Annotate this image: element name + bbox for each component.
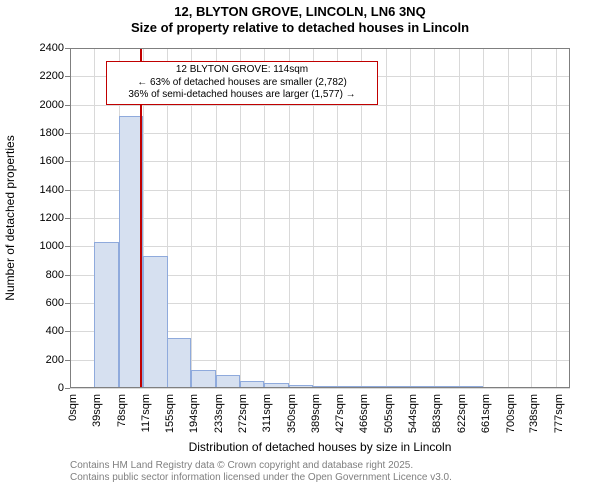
chart-container: 12, BLYTON GROVE, LINCOLN, LN6 3NQ Size … [0,0,600,500]
y-tick-label: 2000 [40,99,70,111]
footer-line-1: Contains HM Land Registry data © Crown c… [70,460,452,472]
annotation-box: 12 BLYTON GROVE: 114sqm← 63% of detached… [106,61,378,105]
y-tick-label: 2200 [40,70,70,82]
x-tick-label: 466sqm [358,388,370,433]
gridline-h [70,161,570,162]
gridline-v [556,48,557,388]
x-axis-title: Distribution of detached houses by size … [70,440,570,454]
footer-line-2: Contains public sector information licen… [70,472,452,484]
y-tick-label: 400 [46,325,70,337]
x-tick-label: 583sqm [431,388,443,433]
y-tick-label: 600 [46,297,70,309]
x-tick-label: 117sqm [140,388,152,432]
x-tick-label: 311sqm [261,388,273,432]
gridline-v [483,48,484,388]
annotation-line2: ← 63% of detached houses are smaller (2,… [113,77,371,90]
x-axis-line [70,387,570,388]
y-tick-label: 800 [46,269,70,281]
title-line-2: Size of property relative to detached ho… [0,20,600,36]
x-tick-label: 622sqm [456,388,468,433]
x-tick-label: 233sqm [213,388,225,433]
x-tick-label: 350sqm [286,388,298,433]
x-tick-label: 39sqm [91,388,103,427]
x-tick-label: 738sqm [528,388,540,433]
top-axis-line [70,48,570,49]
x-tick-label: 194sqm [188,388,200,433]
x-tick-label: 0sqm [67,388,79,421]
x-tick-label: 389sqm [310,388,322,433]
gridline-v [434,48,435,388]
histogram-bar [191,370,215,388]
title-line-1: 12, BLYTON GROVE, LINCOLN, LN6 3NQ [0,4,600,20]
y-tick-label: 1800 [40,127,70,139]
x-tick-label: 700sqm [505,388,517,433]
x-tick-label: 661sqm [480,388,492,433]
y-tick-label: 200 [46,354,70,366]
gridline-v [508,48,509,388]
plot-area: 0200400600800100012001400160018002000220… [70,48,570,388]
y-axis-line [70,48,71,388]
footer-attribution: Contains HM Land Registry data © Crown c… [70,460,452,484]
gridline-h [70,133,570,134]
title-block: 12, BLYTON GROVE, LINCOLN, LN6 3NQ Size … [0,0,600,37]
y-tick-label: 1200 [40,212,70,224]
y-tick-label: 1400 [40,184,70,196]
gridline-v [459,48,460,388]
x-tick-label: 272sqm [237,388,249,433]
gridline-h [70,190,570,191]
x-tick-label: 777sqm [553,388,565,433]
gridline-v [531,48,532,388]
y-tick-label: 2400 [40,42,70,54]
x-tick-label: 155sqm [164,388,176,433]
y-tick-label: 1000 [40,240,70,252]
histogram-bar [167,338,191,388]
histogram-bar [94,242,118,388]
gridline-v [410,48,411,388]
y-axis-title: Number of detached properties [3,135,17,300]
y-tick-label: 1600 [40,155,70,167]
x-tick-label: 544sqm [407,388,419,433]
right-axis-line [569,48,570,388]
histogram-bar [143,256,167,388]
x-tick-label: 78sqm [116,388,128,427]
annotation-line3: 36% of semi-detached houses are larger (… [113,89,371,102]
annotation-line1: 12 BLYTON GROVE: 114sqm [113,64,371,77]
gridline-h [70,105,570,106]
gridline-h [70,246,570,247]
x-tick-label: 505sqm [383,388,395,433]
gridline-h [70,218,570,219]
x-tick-label: 427sqm [334,388,346,433]
gridline-v [386,48,387,388]
